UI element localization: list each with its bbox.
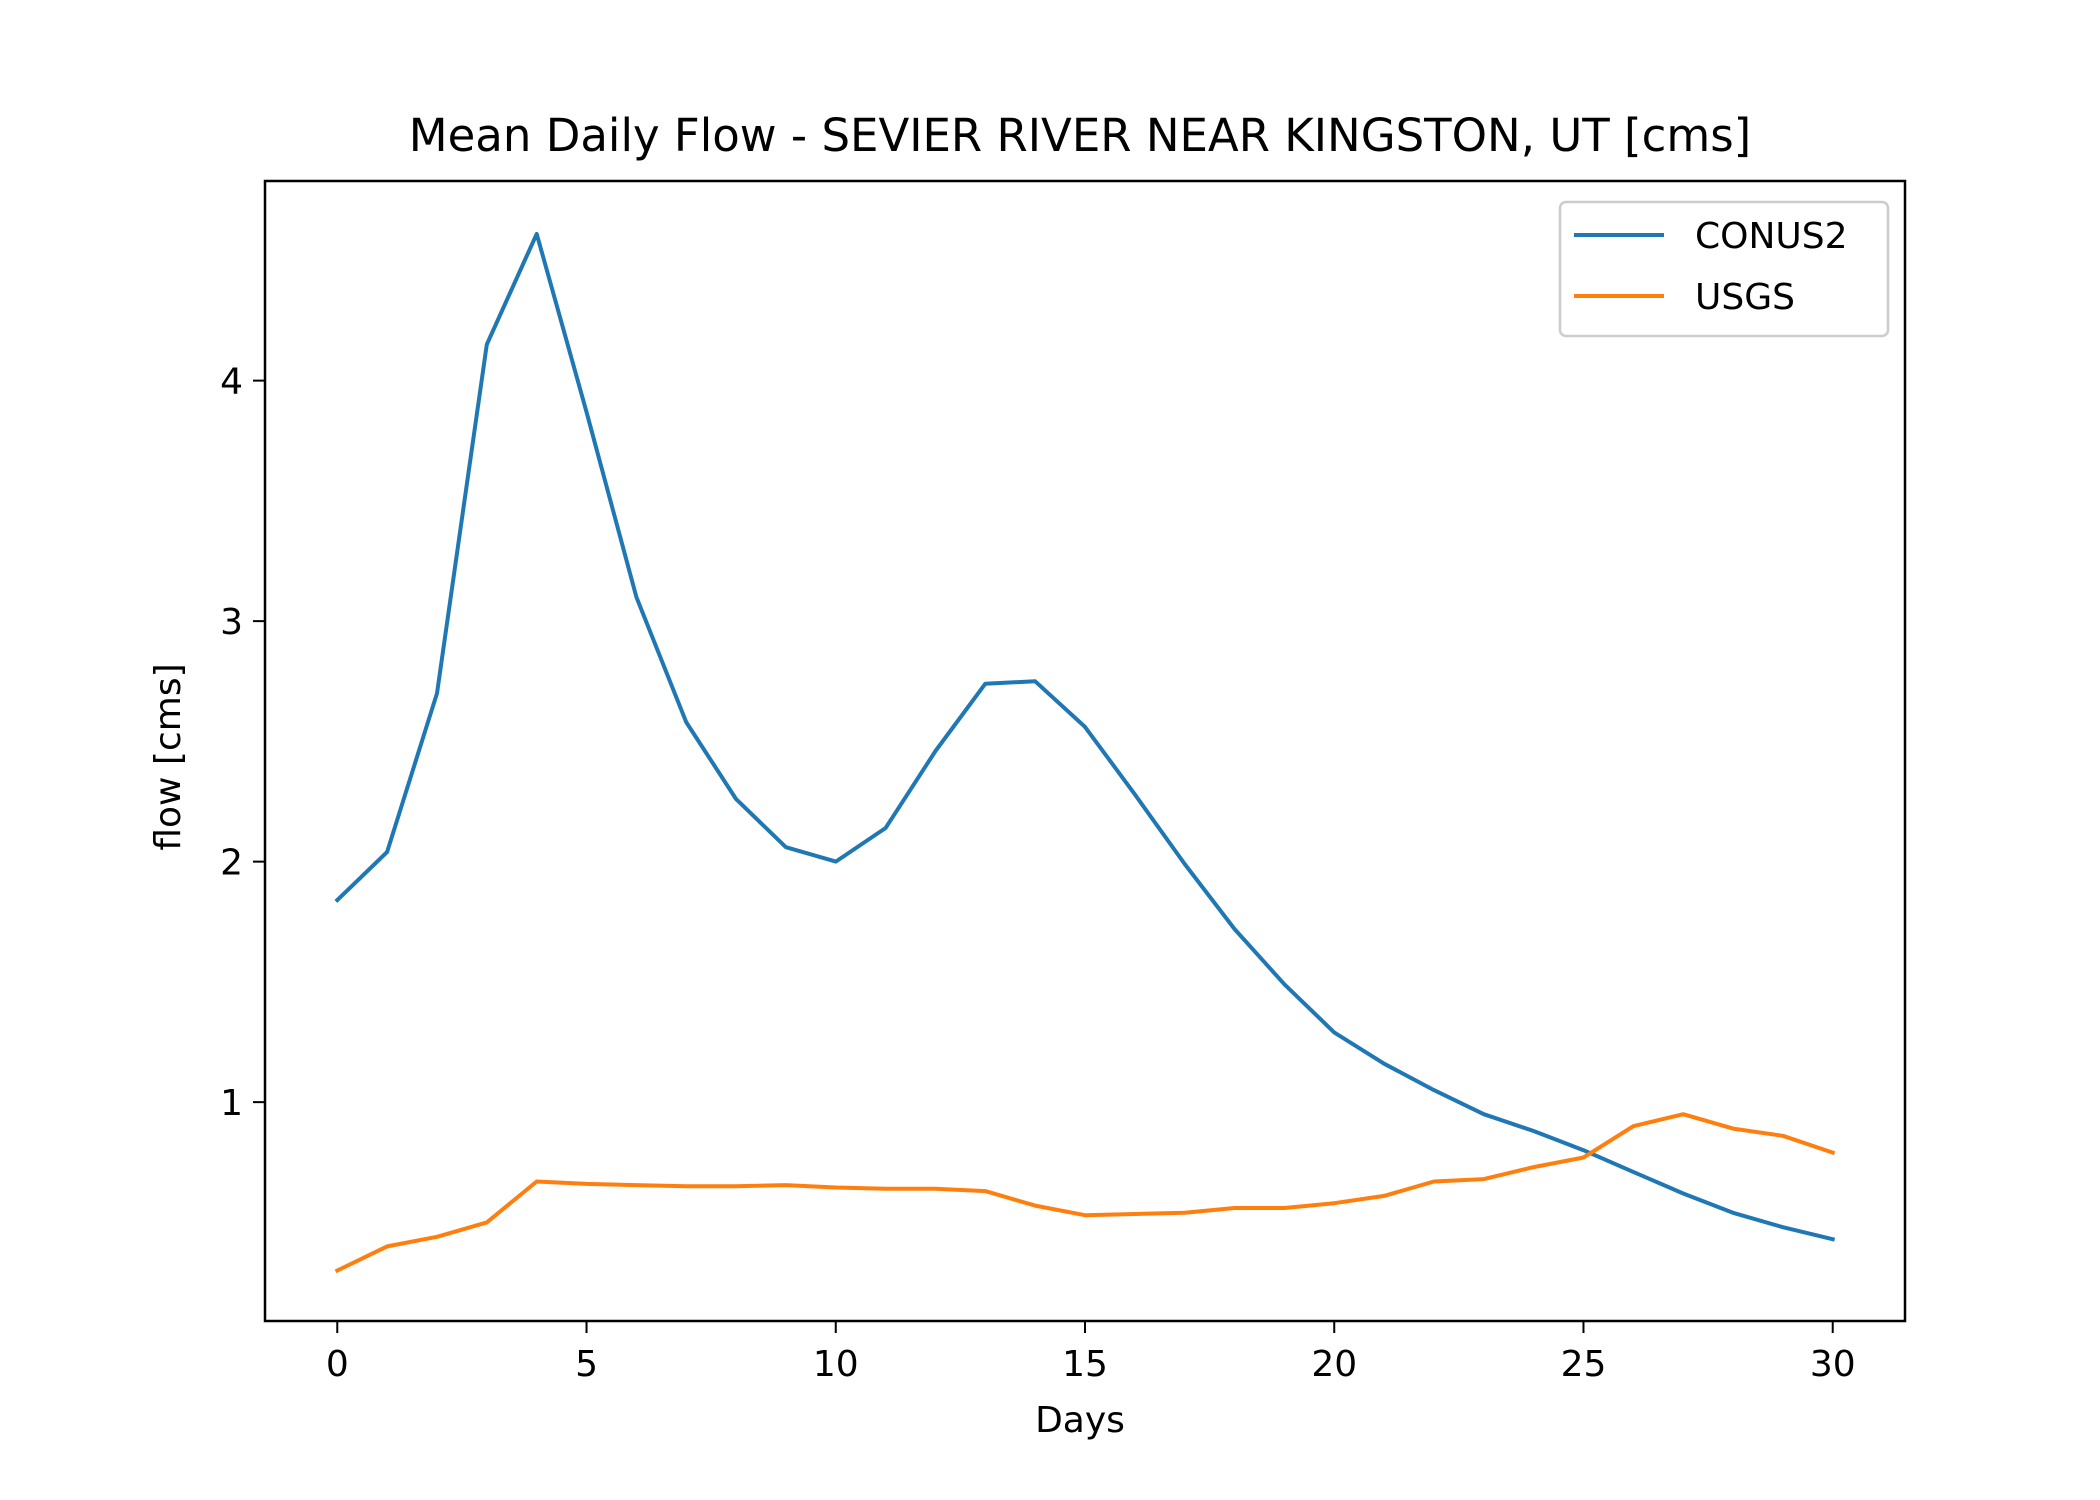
y-tick-label: 3 — [220, 602, 243, 643]
legend-label-conus2: CONUS2 — [1695, 216, 1848, 257]
series-line-usgs — [334, 1112, 1836, 1274]
x-tick-label: 15 — [1062, 1344, 1108, 1385]
series-layer — [334, 231, 1836, 1274]
y-tick-label: 4 — [220, 362, 243, 403]
y-axis-label: flow [cms] — [148, 663, 189, 850]
axes-layer: 0 5 10 15 20 25 30 1 2 3 4 — [220, 179, 1907, 1385]
plot-frame — [263, 179, 1907, 1323]
series-line-conus2 — [334, 231, 1836, 1242]
x-tick-label: 25 — [1561, 1344, 1607, 1385]
y-tick-label: 1 — [220, 1083, 243, 1124]
y-tick-label: 2 — [220, 843, 243, 884]
x-axis-label: Days — [1035, 1400, 1125, 1441]
legend-label-usgs: USGS — [1695, 277, 1795, 318]
x-tick-label: 0 — [326, 1344, 349, 1385]
x-tick-label: 30 — [1810, 1344, 1856, 1385]
x-tick-label: 5 — [575, 1344, 598, 1385]
x-tick-label: 10 — [813, 1344, 859, 1385]
legend: CONUS2 USGS — [1558, 200, 1890, 338]
x-tick-label: 20 — [1311, 1344, 1357, 1385]
chart-title: Mean Daily Flow - SEVIER RIVER NEAR KING… — [409, 109, 1751, 162]
